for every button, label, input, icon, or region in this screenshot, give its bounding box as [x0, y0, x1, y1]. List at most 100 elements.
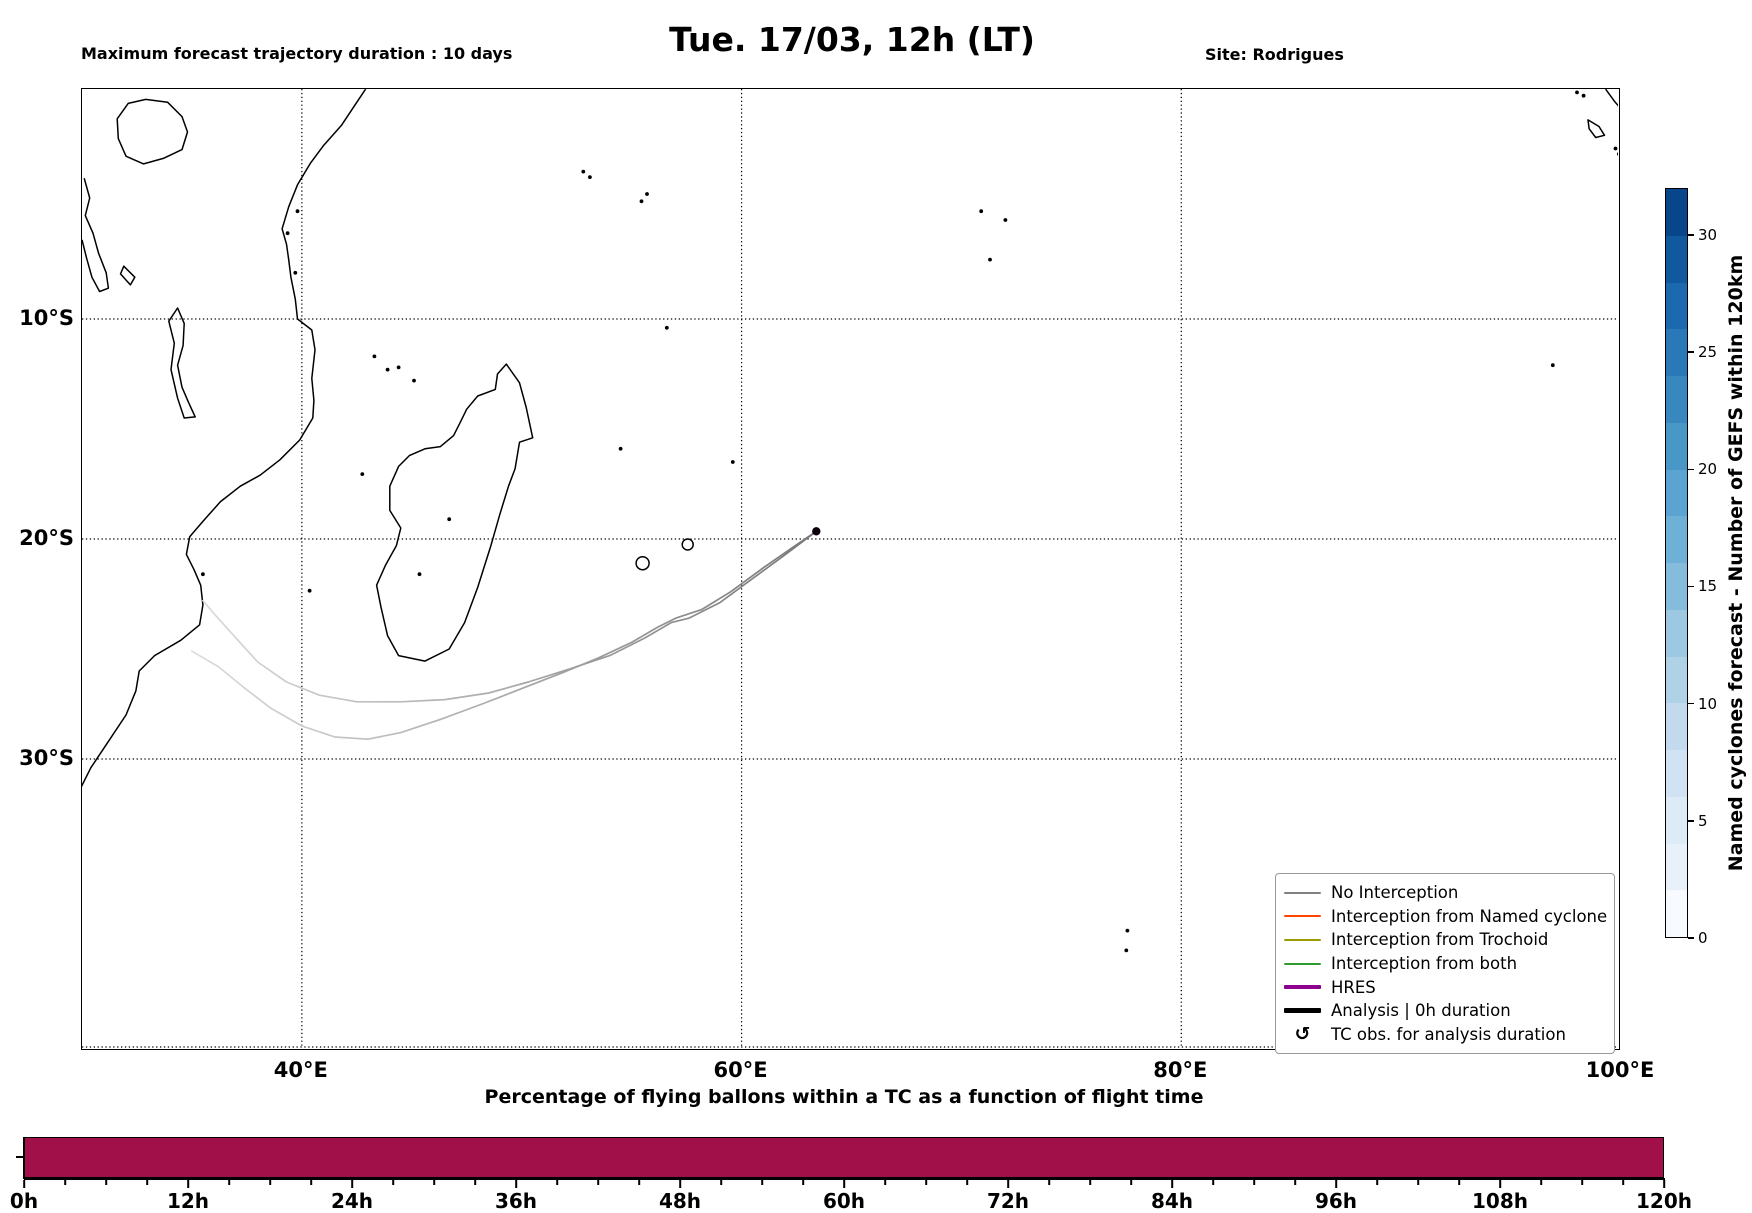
coastlines — [82, 89, 1618, 788]
bar-chart-title: Percentage of flying ballons within a TC… — [484, 1086, 1204, 1108]
x-minor-tick — [105, 1180, 107, 1185]
legend-line — [1284, 984, 1321, 990]
trajectory-no-interception — [191, 530, 818, 741]
bar-100-percent — [24, 1137, 1664, 1178]
x-tick-label: 120h — [1636, 1189, 1692, 1213]
x-minor-tick — [1212, 1180, 1214, 1185]
colorbar-tick — [1688, 702, 1694, 705]
legend-line-sample — [1284, 962, 1321, 965]
x-minor-tick — [638, 1180, 640, 1185]
x-tick-label: 12h — [166, 1189, 210, 1213]
map-y-tick-label: 10°S — [19, 306, 74, 330]
legend-item: HRES — [1284, 975, 1605, 999]
balloon-trajectories — [191, 530, 818, 741]
x-tick-label: 72h — [986, 1189, 1030, 1213]
bar-chart-y-axis-spine — [23, 1137, 25, 1179]
site-text: Site: Rodrigues — [1205, 45, 1344, 64]
max-duration-text: Maximum forecast trajectory duration : 1… — [81, 44, 513, 63]
legend-item: Interception from both — [1284, 952, 1605, 976]
colorbar-cell — [1666, 890, 1687, 937]
map-y-tick-label: 30°S — [19, 746, 74, 770]
x-major-tick — [1499, 1180, 1501, 1188]
x-minor-tick — [146, 1180, 148, 1185]
legend-item: Interception from Trochoid — [1284, 928, 1605, 952]
colorbar-cell — [1666, 796, 1687, 844]
legend-item-label: HRES — [1331, 977, 1376, 997]
x-major-tick — [843, 1180, 845, 1188]
colorbar-cell — [1666, 750, 1687, 797]
colorbar-cell — [1666, 235, 1687, 283]
colorbar-cell — [1666, 703, 1687, 750]
colorbar-cell — [1666, 422, 1687, 470]
x-minor-tick — [1048, 1180, 1050, 1185]
legend-line — [1284, 938, 1321, 941]
colorbar-cell — [1666, 376, 1687, 423]
colorbar-tick — [1688, 234, 1694, 236]
x-minor-tick — [1622, 1180, 1624, 1185]
colorbar-tick-label: 5 — [1698, 811, 1708, 830]
x-major-tick — [679, 1180, 681, 1188]
x-major-tick — [1007, 1180, 1009, 1188]
x-minor-tick — [761, 1180, 763, 1185]
island-rings — [635, 538, 694, 571]
x-minor-tick — [1130, 1180, 1132, 1185]
map-x-tick-label: 40°E — [273, 1058, 328, 1082]
x-major-tick — [1663, 1180, 1665, 1188]
legend-item-label: Interception from Named cyclone — [1331, 906, 1608, 926]
x-minor-tick — [720, 1180, 722, 1185]
x-minor-tick — [1581, 1180, 1583, 1185]
x-minor-tick — [556, 1180, 558, 1185]
x-tick-label: 60h — [822, 1189, 866, 1213]
x-tick-label: 0h — [9, 1189, 39, 1213]
legend-line — [1284, 915, 1321, 918]
x-tick-label: 48h — [658, 1189, 702, 1213]
x-minor-tick — [1417, 1180, 1419, 1185]
colorbar — [1665, 188, 1688, 938]
colorbar-cell — [1666, 189, 1687, 236]
x-minor-tick — [597, 1180, 599, 1185]
x-minor-tick — [1294, 1180, 1296, 1185]
map-x-tick-label: 80°E — [1153, 1058, 1208, 1082]
island-dots — [201, 90, 1618, 953]
colorbar-tick — [1688, 468, 1694, 470]
x-minor-tick — [1089, 1180, 1091, 1185]
colorbar-cell — [1666, 609, 1687, 657]
colorbar-cell — [1666, 843, 1687, 891]
legend-line-sample — [1284, 1008, 1321, 1014]
x-major-tick — [187, 1180, 189, 1188]
legend-item-label: Interception from Trochoid — [1331, 930, 1549, 950]
legend-item-label: No Interception — [1331, 883, 1459, 903]
deployment-point-marker — [812, 527, 821, 536]
x-minor-tick — [925, 1180, 927, 1185]
colorbar-cell — [1666, 282, 1687, 330]
x-minor-tick — [228, 1180, 230, 1185]
legend-item: Interception from Named cyclone — [1284, 905, 1608, 929]
colorbar-tick-label: 20 — [1698, 460, 1718, 479]
legend-item: ↺ TC obs. for analysis duration — [1284, 1023, 1605, 1047]
x-major-tick — [351, 1180, 353, 1188]
legend-line — [1284, 891, 1321, 894]
x-tick-label: 36h — [494, 1189, 538, 1213]
x-minor-tick — [1458, 1180, 1460, 1185]
x-minor-tick — [64, 1180, 66, 1185]
x-minor-tick — [966, 1180, 968, 1185]
colorbar-cell — [1666, 469, 1687, 517]
map-x-tick-label: 60°E — [713, 1058, 768, 1082]
colorbar-tick-label: 10 — [1698, 694, 1718, 713]
legend-item-label: Analysis | 0h duration — [1331, 1001, 1511, 1021]
tc-obs-rotation-icon: ↺ — [1284, 1024, 1321, 1044]
legend-line — [1284, 962, 1321, 965]
map-x-tick-label: 100°E — [1585, 1058, 1655, 1082]
colorbar-tick — [1688, 820, 1694, 822]
map-y-tick-label: 20°S — [19, 526, 74, 550]
legend-line — [1284, 1008, 1321, 1014]
trajectory-no-interception — [202, 530, 818, 703]
colorbar-tick-label: 0 — [1698, 929, 1708, 947]
bar-chart-x-axis-spine — [24, 1178, 1665, 1180]
x-minor-tick — [392, 1180, 394, 1185]
colorbar-tick-label: 30 — [1698, 225, 1718, 244]
x-major-tick — [515, 1180, 517, 1188]
x-minor-tick — [1376, 1180, 1378, 1185]
x-minor-tick — [802, 1180, 804, 1185]
